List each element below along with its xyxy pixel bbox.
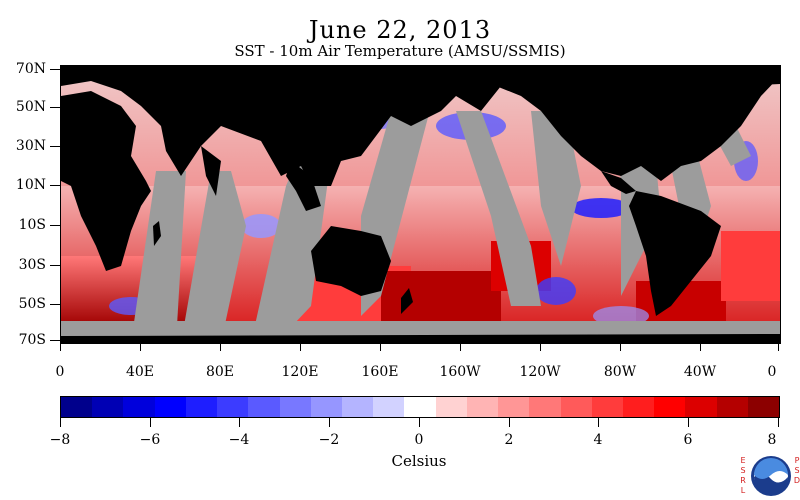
lon-tick xyxy=(778,343,779,351)
colorbar-label: 0 xyxy=(414,432,424,448)
colorbar-swatch xyxy=(654,397,686,417)
lon-label: 160W xyxy=(439,364,481,380)
eurasia-landmass xyxy=(61,66,780,186)
colorbar-label: −8 xyxy=(49,432,71,448)
colorbar-swatch xyxy=(310,397,342,417)
colorbar-swatch xyxy=(498,397,530,417)
colorbar-swatch xyxy=(466,397,499,417)
colorbar xyxy=(60,396,780,418)
colorbar-tick xyxy=(688,418,689,427)
colorbar-tick xyxy=(419,418,420,427)
colorbar-swatch xyxy=(279,397,311,417)
map-frame xyxy=(60,65,781,344)
lat-tick xyxy=(50,340,60,341)
lon-label: 120W xyxy=(519,364,561,380)
new-zealand-landmass xyxy=(401,288,413,314)
lon-tick xyxy=(460,343,461,351)
lon-label: 40W xyxy=(683,364,717,380)
colorbar-swatch xyxy=(217,397,249,417)
lat-tick xyxy=(50,69,60,70)
lat-tick xyxy=(50,146,60,147)
colorbar-label: 4 xyxy=(593,432,603,448)
lat-label: 50N xyxy=(15,99,46,115)
colorbar-swatch xyxy=(560,397,592,417)
lat-tick xyxy=(50,265,60,266)
central-america-landmass xyxy=(601,171,636,194)
colorbar-unit: Celsius xyxy=(391,452,447,470)
colorbar-label: 2 xyxy=(504,432,514,448)
colorbar-swatch xyxy=(591,397,623,417)
lon-label: 80W xyxy=(603,364,637,380)
colorbar-swatch xyxy=(341,397,374,417)
india-subcontinent xyxy=(201,146,221,196)
lat-label: 10N xyxy=(15,177,46,193)
colorbar-tick xyxy=(598,418,599,427)
lon-tick xyxy=(300,343,301,351)
lat-label: 70N xyxy=(15,61,46,77)
colorbar-tick xyxy=(239,418,240,427)
lat-tick xyxy=(50,225,60,226)
colorbar-tick xyxy=(509,418,510,427)
colorbar-swatch xyxy=(92,397,124,417)
colorbar-tick xyxy=(60,418,61,427)
colorbar-swatch xyxy=(435,397,467,417)
colorbar-swatch xyxy=(622,397,655,417)
lon-label: 0 xyxy=(55,364,65,380)
colorbar-swatch xyxy=(373,397,405,417)
map-title: June 22, 2013 xyxy=(308,16,492,44)
south-america-landmass xyxy=(629,191,721,316)
colorbar-tick xyxy=(778,418,779,427)
lat-label: 30S xyxy=(18,257,46,273)
colorbar-swatch xyxy=(529,397,561,417)
lat-label: 30N xyxy=(15,138,46,154)
madagascar-landmass xyxy=(153,221,161,246)
lat-tick xyxy=(50,185,60,186)
lon-tick xyxy=(140,343,141,351)
lon-label: 40E xyxy=(125,364,155,380)
southeast-asia-landmass xyxy=(286,161,321,211)
colorbar-swatch xyxy=(404,397,436,417)
colorbar-label: 6 xyxy=(683,432,693,448)
lon-tick xyxy=(700,343,701,351)
lat-label: 50S xyxy=(18,296,46,312)
colorbar-label: −6 xyxy=(139,432,161,448)
map-subtitle: SST - 10m Air Temperature (AMSU/SSMIS) xyxy=(234,42,566,60)
lon-label: 80E xyxy=(205,364,235,380)
colorbar-label: 8 xyxy=(767,432,777,448)
north-america-landmass xyxy=(441,66,780,181)
colorbar-swatch xyxy=(716,397,748,417)
lon-label: 0 xyxy=(767,364,777,380)
colorbar-swatch xyxy=(685,397,717,417)
colorbar-swatch xyxy=(154,397,186,417)
lon-tick xyxy=(540,343,541,351)
lon-label: 120E xyxy=(281,364,319,380)
lat-label: 70S xyxy=(18,332,46,348)
greenland-landmass xyxy=(671,66,721,96)
colorbar-tick xyxy=(150,418,151,427)
land-masses xyxy=(61,66,780,343)
australia-landmass xyxy=(311,226,391,296)
noaa-logo-icon xyxy=(751,456,791,496)
lon-tick xyxy=(620,343,621,351)
lon-tick xyxy=(380,343,381,351)
lat-tick xyxy=(50,304,60,305)
colorbar-swatch xyxy=(248,397,280,417)
lon-tick xyxy=(60,343,61,351)
colorbar-swatch xyxy=(123,397,155,417)
sst-anomaly-map xyxy=(61,66,780,343)
colorbar-label: −4 xyxy=(228,432,250,448)
africa-landmass xyxy=(61,91,151,271)
colorbar-tick xyxy=(329,418,330,427)
colorbar-swatch xyxy=(61,397,93,417)
lat-tick xyxy=(50,107,60,108)
lon-tick xyxy=(220,343,221,351)
lat-label: 10S xyxy=(18,217,46,233)
antarctica-landmass xyxy=(61,334,780,343)
lon-label: 160E xyxy=(361,364,399,380)
colorbar-swatch xyxy=(185,397,218,417)
colorbar-swatch xyxy=(747,397,780,417)
colorbar-label: −2 xyxy=(318,432,340,448)
